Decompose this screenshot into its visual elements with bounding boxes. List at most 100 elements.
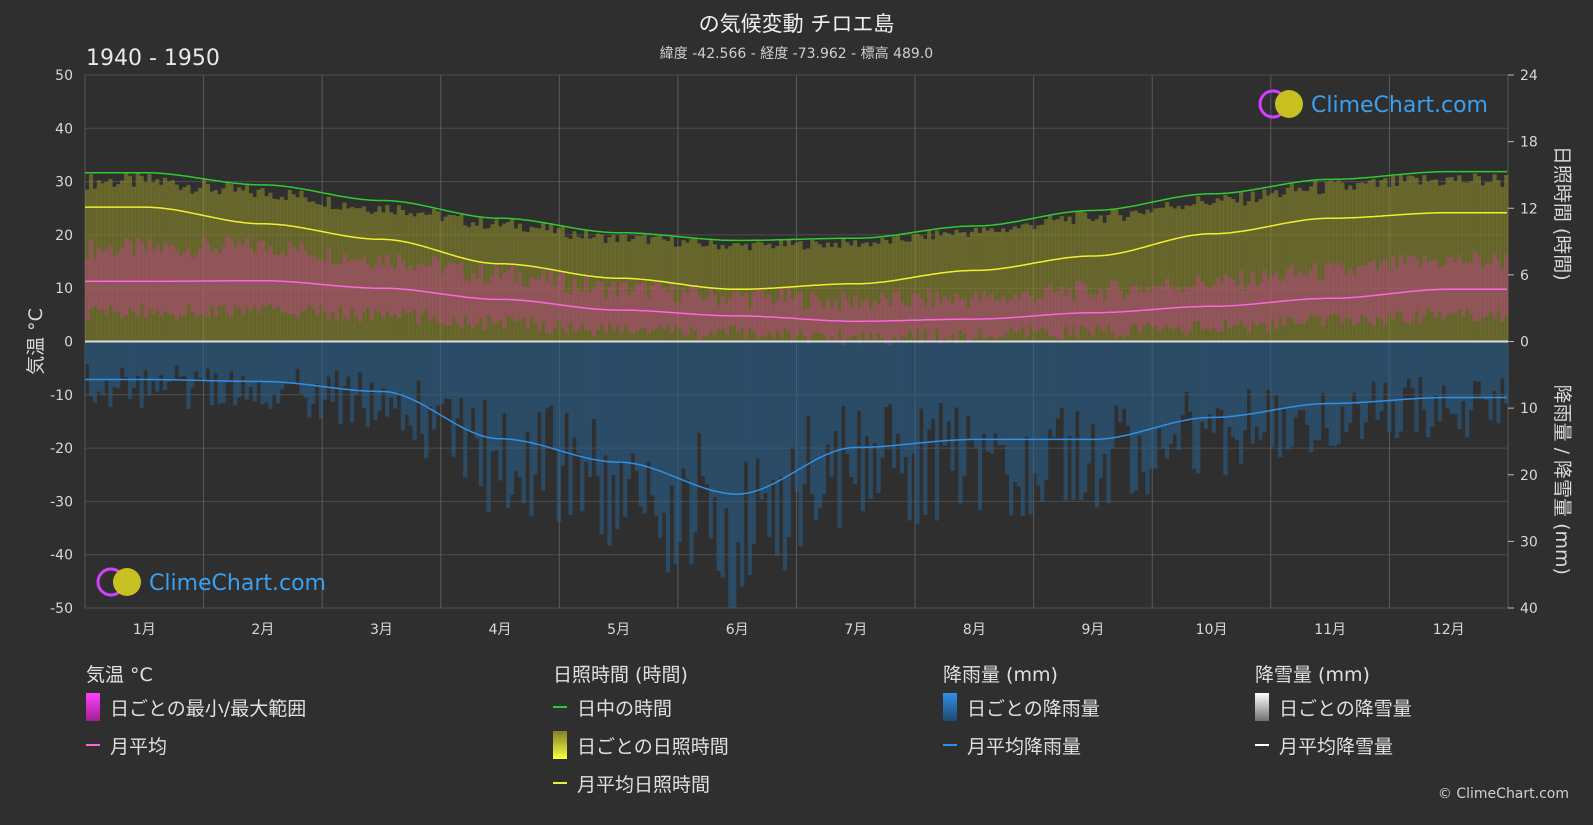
daily-temp-range-bar (989, 293, 994, 337)
daily-sunshine-bar (845, 242, 850, 342)
daily-rain-bar (1032, 341, 1037, 474)
daily-sunshine-bar (1242, 205, 1248, 342)
daily-temp-range-bar (92, 257, 97, 307)
daily-rain-bar (303, 341, 308, 398)
daily-sunshine-bar (318, 204, 324, 342)
daily-temp-range-bar (1075, 280, 1080, 339)
daily-temp-range-bar (287, 241, 292, 314)
daily-temp-range-bar (1289, 264, 1294, 318)
daily-sunshine-bar (958, 232, 963, 342)
daily-temp-range-bar (135, 237, 140, 317)
daily-temp-range-bar (338, 264, 343, 307)
daily-temp-range-bar (1500, 268, 1505, 322)
daily-temp-range-bar (1090, 297, 1096, 337)
daily-temp-range-bar (888, 305, 893, 345)
daily-rain-bar (1028, 341, 1033, 515)
daily-temp-range-bar (283, 255, 289, 314)
daily-temp-range-bar (533, 278, 538, 323)
daily-temp-range-bar (697, 294, 702, 341)
legend-label: 日中の時間 (577, 697, 673, 720)
daily-temp-range-bar (1172, 289, 1177, 330)
daily-sunshine-bar (237, 187, 242, 342)
daily-temp-range-bar (244, 237, 250, 308)
daily-rain-bar (240, 341, 246, 377)
daily-sunshine-bar (794, 242, 799, 342)
daily-temp-range-bar (139, 241, 144, 305)
daily-sunshine-bar (112, 186, 117, 342)
daily-rain-bar (1484, 341, 1489, 400)
daily-temp-range-bar (548, 269, 554, 334)
daily-rain-bar (127, 341, 133, 400)
daily-temp-range-bar (661, 289, 667, 330)
snow-mean-swatch (1255, 744, 1269, 746)
daily-sunshine-bar (279, 196, 285, 342)
daily-rain-bar (868, 341, 873, 499)
daylight-line (85, 170, 1507, 242)
daily-sunshine-bar (1032, 229, 1037, 342)
daily-temp-range-bar (759, 290, 764, 336)
daily-temp-range-bar (416, 264, 421, 325)
daily-rain-bar (311, 341, 316, 404)
watermark-text: ClimeChart.com (149, 571, 326, 596)
daily-rain-bar (853, 341, 858, 485)
daily-rain-bar (1336, 341, 1341, 445)
daily-sunshine-bar (1203, 203, 1209, 342)
daily-temp-range-bar (1024, 291, 1029, 338)
daily-sunshine-bar (650, 237, 655, 342)
daily-rain-bar (194, 341, 199, 372)
chart-title: の気候変動 チロエ島 (698, 12, 895, 36)
daily-sunshine-bar (338, 209, 343, 342)
daily-sunshine-bar (1079, 211, 1084, 342)
daily-rain-bar (233, 341, 238, 406)
daily-sunshine-bar (903, 241, 908, 342)
daily-sunshine-bar (396, 205, 402, 342)
daily-rain-bar (1242, 341, 1248, 431)
daily-temp-range-bar (576, 289, 581, 331)
daily-temp-range-bar (123, 238, 129, 316)
legend-label: 月平均降雨量 (967, 735, 1082, 758)
daily-temp-range-bar (217, 253, 222, 306)
daily-sunshine-bar (1469, 181, 1474, 342)
daily-temp-range-bar (806, 308, 811, 344)
daily-temp-range-bar (1196, 274, 1201, 321)
daily-sunshine-bar (1305, 190, 1310, 342)
daily-sunshine-bar (1192, 204, 1197, 342)
daily-sunshine-bar (198, 187, 203, 342)
daily-sunshine-bar (424, 214, 429, 342)
daily-temp-range-bar (1016, 298, 1021, 332)
daily-rain-bar (931, 341, 936, 419)
daily-temp-range-bar (264, 251, 269, 307)
daily-sunshine-bar (315, 204, 320, 342)
daily-temp-range-bar (564, 291, 569, 335)
daily-temp-range-bar (1153, 286, 1158, 326)
daily-temp-range-bar (455, 264, 460, 325)
daily-rain-bar (1355, 341, 1361, 405)
daily-temp-range-bar (810, 291, 815, 336)
daily-rain-bar (1176, 341, 1181, 451)
daily-temp-range-bar (1355, 265, 1361, 323)
daily-rain-bar (198, 341, 203, 378)
daily-sunshine-bar (1309, 186, 1314, 342)
daily-sunshine-bar (389, 212, 394, 342)
daily-sunshine-bar (502, 223, 507, 342)
daily-sunshine-bar (931, 239, 936, 342)
daily-rain-bar (1168, 341, 1174, 444)
daily-sunshine-bar (533, 227, 538, 342)
daily-rain-bar (108, 341, 113, 407)
daily-temp-range-bar (1422, 254, 1427, 316)
daily-sunshine-bar (1445, 177, 1450, 342)
daily-temp-range-bar (845, 298, 850, 340)
daily-rain-bar (661, 341, 667, 513)
daily-sunshine-bar (416, 213, 421, 342)
daily-temp-range-bar (962, 298, 967, 334)
daily-temp-range-bar (354, 260, 359, 316)
daily-sunshine-bar (817, 244, 823, 342)
daily-sunshine-bar (1387, 186, 1392, 342)
daily-temp-range-bar (584, 276, 589, 331)
daily-rain-bar (517, 341, 522, 478)
daily-temp-range-bar (1453, 261, 1458, 314)
daily-temp-range-bar (369, 268, 374, 320)
daily-sunshine-bar (697, 243, 702, 342)
daily-rain-bar (244, 341, 250, 400)
daily-sunshine-bar (853, 240, 858, 342)
